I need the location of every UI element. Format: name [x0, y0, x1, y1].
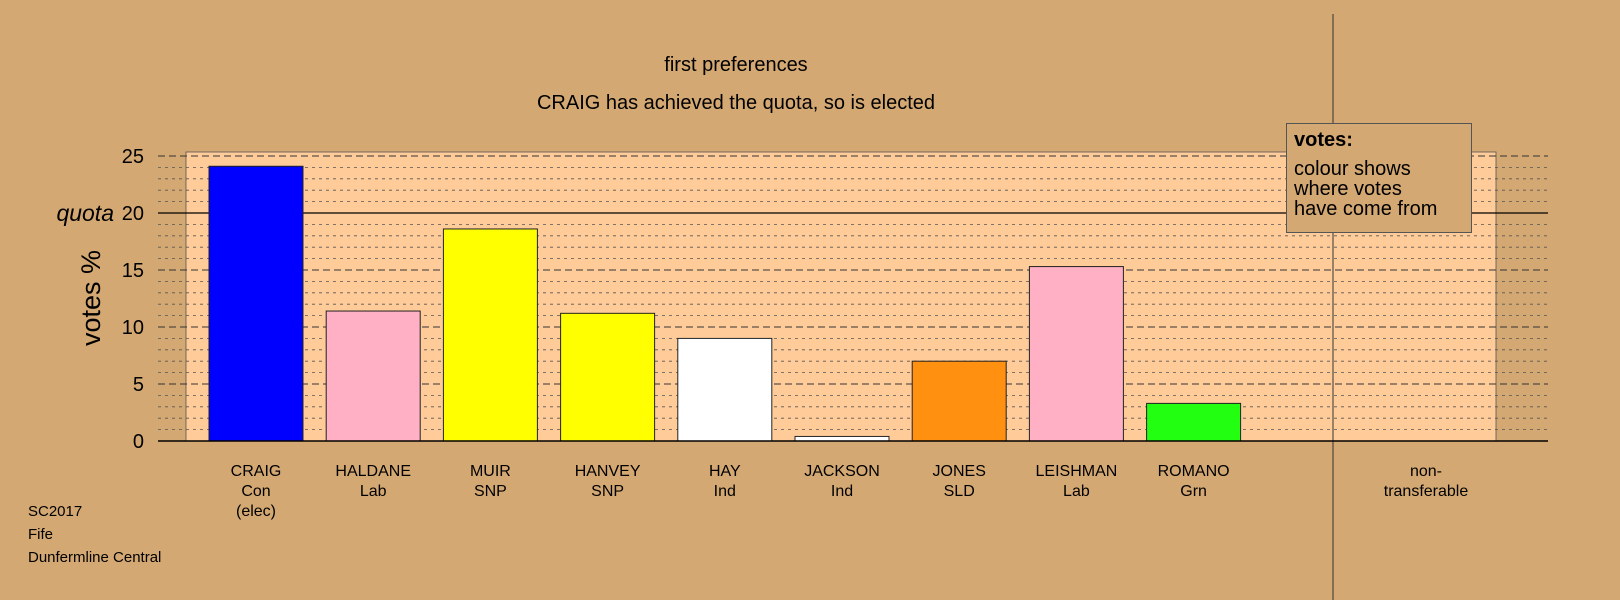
x-label-hanvey-1: SNP [591, 483, 624, 500]
x-axis-labels: CRAIG Con (elec) HALDANE Lab MUIR SNP HANVEY SNP… [231, 463, 1230, 520]
x-label-leishman-0: LEISHMAN [1036, 463, 1118, 480]
bar-hay [677, 337, 773, 442]
nontransferable-label-2: transferable [1384, 483, 1469, 500]
footer: SC2017 Fife Dunfermline Central [28, 500, 161, 569]
legend: votes: colour shows where votes have com… [1286, 123, 1472, 233]
footer-ward: Dunfermline Central [28, 549, 162, 566]
y-tick-label: 15 [122, 260, 144, 282]
y-tick-label: 0 [133, 431, 144, 453]
x-label-hanvey-0: HANVEY [575, 463, 641, 480]
x-label-hay-0: HAY [709, 463, 741, 480]
x-label-romano-0: ROMANO [1158, 463, 1230, 480]
nontransferable-label-1: non- [1410, 463, 1442, 480]
x-label-craig-1: Con [241, 483, 270, 500]
bar-leishman [1028, 266, 1124, 442]
bar-haldane [325, 310, 421, 442]
x-label-haldane-0: HALDANE [335, 463, 411, 480]
x-label-craig-2: (elec) [236, 503, 276, 520]
y-tick-label: 25 [122, 146, 144, 168]
quota-label: quota [56, 200, 114, 226]
x-label-jones-0: JONES [933, 463, 986, 480]
legend-line-2: where votes [1294, 178, 1402, 200]
legend-title: votes: [1294, 129, 1353, 151]
footer-election: SC2017 [28, 503, 83, 520]
x-label-jones-1: SLD [944, 483, 975, 500]
bar-jones [911, 360, 1007, 442]
chart-title: first preferences [664, 54, 807, 76]
bar-muir [442, 228, 538, 442]
bars [208, 165, 1242, 442]
y-axis-label: votes % [76, 250, 106, 346]
x-label-muir-1: SNP [474, 483, 507, 500]
x-label-hay-1: Ind [714, 483, 736, 500]
x-label-muir-0: MUIR [470, 463, 511, 480]
y-tick-label: 5 [133, 374, 144, 396]
x-label-haldane-1: Lab [360, 483, 387, 500]
legend-line-1: colour shows [1294, 158, 1411, 180]
x-label-leishman-1: Lab [1063, 483, 1090, 500]
y-tick-label: 10 [122, 317, 144, 339]
bar-craig [208, 165, 304, 442]
bar-romano [1146, 402, 1242, 442]
x-label-jackson-1: Ind [831, 483, 853, 500]
y-tick-label: 20 [122, 203, 144, 225]
bar-hanvey [560, 312, 656, 442]
x-label-craig-0: CRAIG [231, 463, 282, 480]
chart-subtitle: CRAIG has achieved the quota, so is elec… [537, 92, 935, 114]
footer-council: Fife [28, 526, 54, 543]
x-label-jackson-0: JACKSON [804, 463, 880, 480]
x-label-romano-1: Grn [1180, 483, 1207, 500]
legend-line-3: have come from [1294, 198, 1438, 220]
y-axis: 0 5 10 15 20 25 [122, 146, 144, 453]
